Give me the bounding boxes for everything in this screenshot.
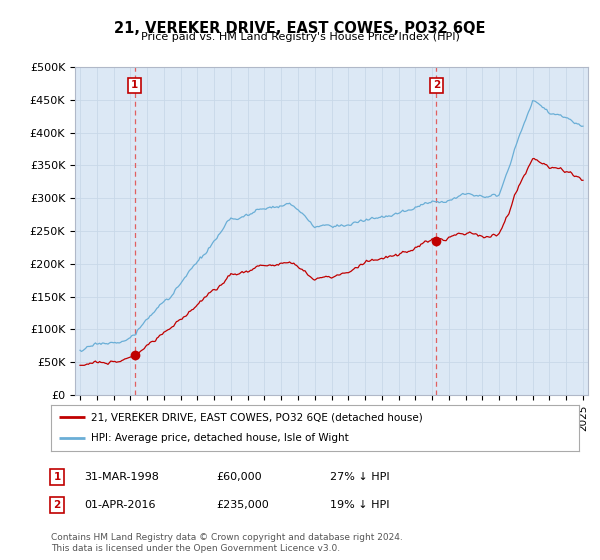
- Text: 1: 1: [131, 80, 138, 90]
- Text: 21, VEREKER DRIVE, EAST COWES, PO32 6QE: 21, VEREKER DRIVE, EAST COWES, PO32 6QE: [114, 21, 486, 36]
- Text: Contains HM Land Registry data © Crown copyright and database right 2024.
This d: Contains HM Land Registry data © Crown c…: [51, 533, 403, 553]
- Text: 21, VEREKER DRIVE, EAST COWES, PO32 6QE (detached house): 21, VEREKER DRIVE, EAST COWES, PO32 6QE …: [91, 412, 422, 422]
- Text: £60,000: £60,000: [216, 472, 262, 482]
- Text: 19% ↓ HPI: 19% ↓ HPI: [330, 500, 389, 510]
- Text: 2: 2: [433, 80, 440, 90]
- Text: 01-APR-2016: 01-APR-2016: [84, 500, 155, 510]
- Text: 27% ↓ HPI: 27% ↓ HPI: [330, 472, 389, 482]
- Text: £235,000: £235,000: [216, 500, 269, 510]
- Text: HPI: Average price, detached house, Isle of Wight: HPI: Average price, detached house, Isle…: [91, 433, 349, 444]
- Text: 31-MAR-1998: 31-MAR-1998: [84, 472, 159, 482]
- Text: 2: 2: [53, 500, 61, 510]
- Text: Price paid vs. HM Land Registry's House Price Index (HPI): Price paid vs. HM Land Registry's House …: [140, 32, 460, 43]
- Text: 1: 1: [53, 472, 61, 482]
